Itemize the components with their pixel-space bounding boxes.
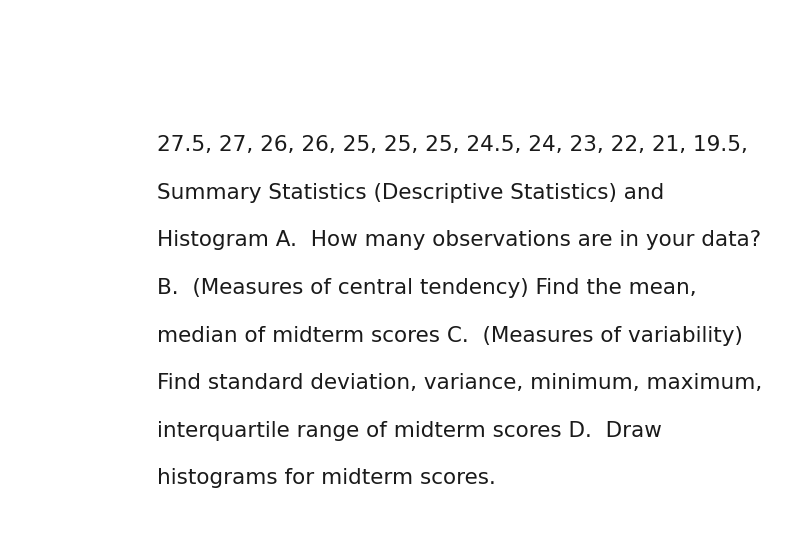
Text: histograms for midterm scores.: histograms for midterm scores.	[157, 469, 496, 489]
Text: Find standard deviation, variance, minimum, maximum,: Find standard deviation, variance, minim…	[157, 373, 762, 393]
Text: B.  (Measures of central tendency) Find the mean,: B. (Measures of central tendency) Find t…	[157, 278, 697, 298]
Text: Summary Statistics (Descriptive Statistics) and: Summary Statistics (Descriptive Statisti…	[157, 182, 664, 203]
Text: Histogram A.  How many observations are in your data?: Histogram A. How many observations are i…	[157, 230, 761, 250]
Text: interquartile range of midterm scores D.  Draw: interquartile range of midterm scores D.…	[157, 421, 662, 441]
Text: 27.5, 27, 26, 26, 25, 25, 25, 24.5, 24, 23, 22, 21, 19.5,: 27.5, 27, 26, 26, 25, 25, 25, 24.5, 24, …	[157, 135, 748, 155]
Text: median of midterm scores C.  (Measures of variability): median of midterm scores C. (Measures of…	[157, 325, 743, 345]
